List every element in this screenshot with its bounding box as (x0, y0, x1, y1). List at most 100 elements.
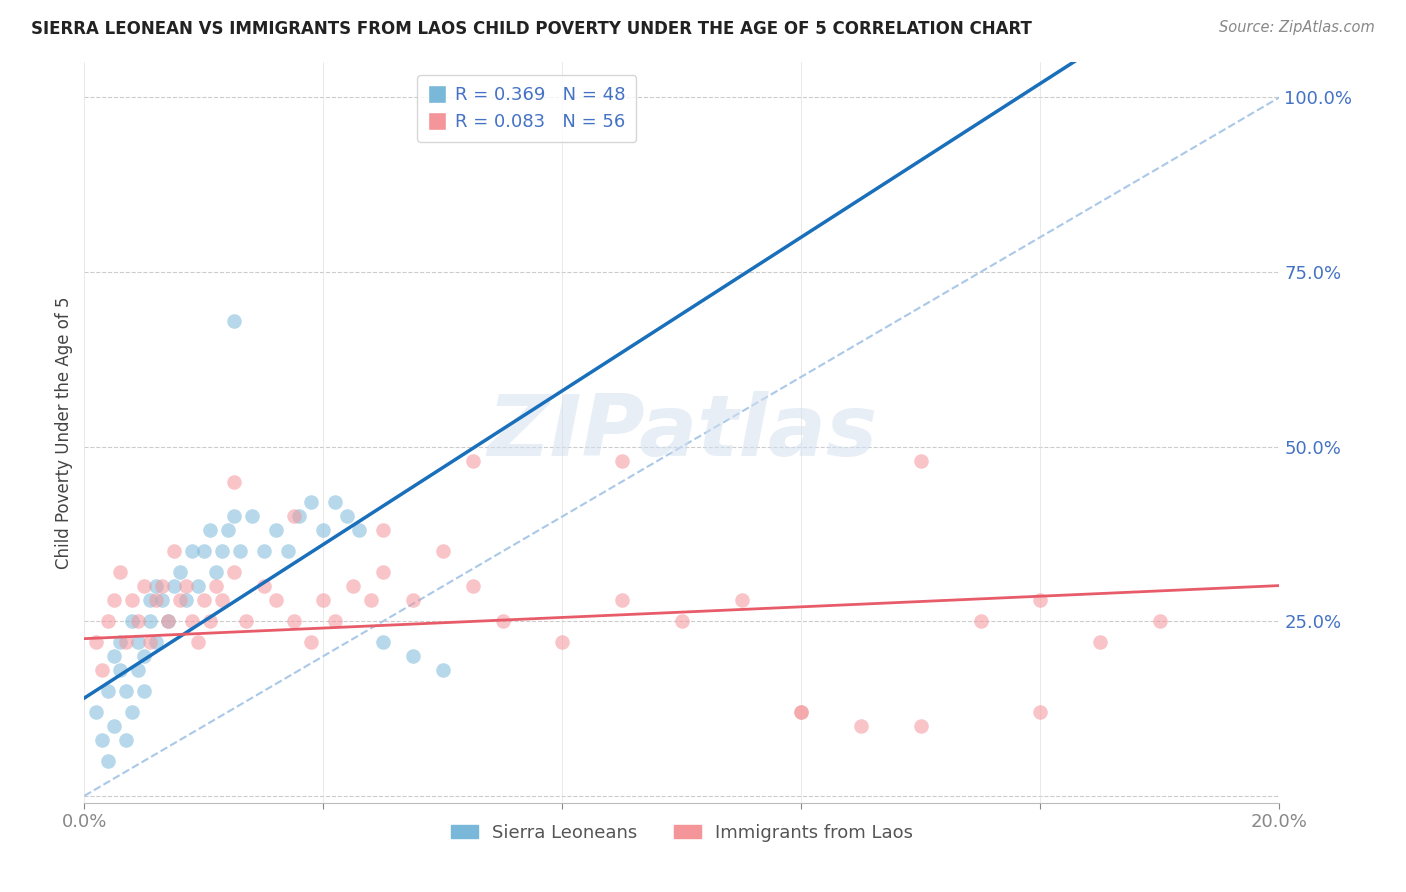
Point (145, 579, 167, 593)
Point (103, 649, 125, 664)
Point (169, 566, 191, 580)
Point (283, 509, 305, 524)
Point (121, 593, 143, 607)
Point (115, 733, 138, 747)
Point (187, 579, 209, 593)
Point (325, 614, 347, 628)
Point (1090, 635, 1112, 649)
Point (187, 635, 209, 649)
Point (1029, 705, 1052, 719)
Point (163, 544, 186, 558)
Point (157, 614, 180, 628)
Point (205, 579, 228, 593)
Point (402, 649, 425, 664)
Point (139, 614, 162, 628)
Y-axis label: Child Poverty Under the Age of 5: Child Poverty Under the Age of 5 (55, 296, 73, 569)
Point (612, 453, 634, 467)
Point (121, 705, 143, 719)
Point (277, 544, 299, 558)
Point (432, 544, 454, 558)
Legend: Sierra Leoneans, Immigrants from Laos: Sierra Leoneans, Immigrants from Laos (443, 817, 921, 849)
Point (235, 614, 257, 628)
Point (198, 524, 221, 538)
Point (174, 579, 197, 593)
Point (103, 719, 125, 733)
Point (288, 509, 311, 524)
Point (86, 635, 108, 649)
Point (205, 566, 228, 580)
Point (181, 614, 204, 628)
Point (461, 579, 484, 593)
Point (139, 635, 162, 649)
Point (127, 635, 149, 649)
Point (551, 635, 574, 649)
Point (970, 614, 993, 628)
Point (97, 684, 120, 698)
Point (1149, 614, 1171, 628)
Point (373, 524, 395, 538)
Point (127, 614, 149, 628)
Point (671, 614, 693, 628)
Point (115, 684, 138, 698)
Point (110, 635, 132, 649)
Point (910, 453, 932, 467)
Point (312, 524, 335, 538)
Point (240, 509, 263, 524)
Point (264, 524, 287, 538)
Point (150, 593, 173, 607)
Point (253, 579, 276, 593)
Point (211, 593, 233, 607)
Point (432, 663, 454, 677)
Point (211, 544, 233, 558)
Point (115, 635, 138, 649)
Point (349, 524, 371, 538)
Point (217, 524, 239, 538)
Point (402, 593, 425, 607)
Point (222, 314, 245, 328)
Point (86, 705, 108, 719)
Point (790, 705, 813, 719)
Point (360, 593, 382, 607)
Point (228, 544, 252, 558)
Point (790, 705, 813, 719)
Point (169, 593, 191, 607)
Point (1029, 593, 1052, 607)
Point (97, 614, 120, 628)
Point (198, 614, 221, 628)
Point (910, 719, 932, 733)
Point (461, 453, 484, 467)
Point (145, 593, 167, 607)
Point (325, 495, 347, 509)
Point (342, 579, 364, 593)
Point (110, 663, 132, 677)
Point (139, 593, 162, 607)
Point (222, 566, 245, 580)
Point (283, 614, 305, 628)
Point (731, 593, 754, 607)
Point (132, 649, 156, 664)
Text: ZIPatlas: ZIPatlas (486, 391, 877, 475)
Point (222, 509, 245, 524)
Point (103, 593, 125, 607)
Point (193, 544, 215, 558)
Point (253, 544, 276, 558)
Point (163, 579, 186, 593)
Point (150, 579, 173, 593)
Point (145, 635, 167, 649)
Point (312, 593, 335, 607)
Point (157, 614, 180, 628)
Point (301, 495, 323, 509)
Point (612, 593, 634, 607)
Point (174, 593, 197, 607)
Point (110, 566, 132, 580)
Text: Source: ZipAtlas.com: Source: ZipAtlas.com (1219, 20, 1375, 35)
Point (132, 579, 156, 593)
Point (301, 635, 323, 649)
Point (132, 684, 156, 698)
Point (121, 614, 143, 628)
Point (336, 509, 359, 524)
Point (127, 663, 149, 677)
Point (492, 614, 515, 628)
Point (91, 733, 114, 747)
Text: SIERRA LEONEAN VS IMMIGRANTS FROM LAOS CHILD POVERTY UNDER THE AGE OF 5 CORRELAT: SIERRA LEONEAN VS IMMIGRANTS FROM LAOS C… (31, 20, 1032, 37)
